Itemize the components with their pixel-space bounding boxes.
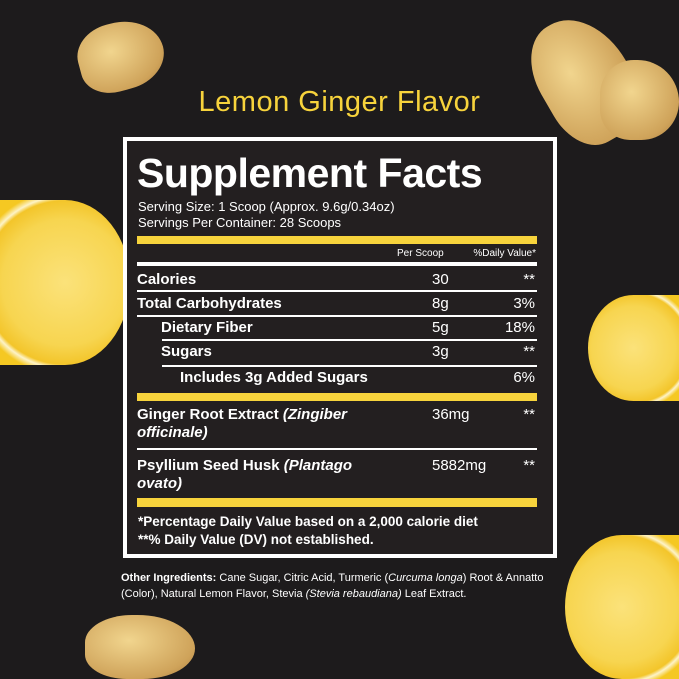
nutrient-row: Sugars 3g **	[161, 343, 535, 360]
footnote-not-established: **% Daily Value (DV) not established.	[138, 532, 374, 547]
col-amount-header: Per Scoop	[397, 248, 444, 259]
footnote-dv: *Percentage Daily Value based on a 2,000…	[138, 514, 478, 529]
nutrient-row: Calories 30 **	[137, 271, 535, 288]
divider-bar	[137, 236, 537, 244]
lemon-slice-image	[588, 295, 679, 401]
flavor-title: Lemon Ginger Flavor	[198, 86, 481, 118]
divider	[162, 365, 537, 367]
servings-per-container: Servings Per Container: 28 Scoops	[138, 215, 342, 230]
lemon-slice-image	[0, 200, 130, 365]
divider	[137, 290, 537, 292]
lemon-wedge-image	[565, 535, 679, 679]
divider-bar	[137, 393, 537, 401]
ginger-root-image	[600, 60, 679, 140]
divider	[137, 262, 537, 266]
nutrient-row: Includes 3g Added Sugars 6%	[180, 369, 535, 386]
other-ingredients: Other Ingredients: Cane Sugar, Citric Ac…	[121, 572, 544, 600]
col-dv-header: %Daily Value*	[473, 248, 536, 259]
serving-size: Serving Size: 1 Scoop (Approx. 9.6g/0.34…	[138, 199, 395, 214]
nutrient-row: Dietary Fiber 5g 18%	[161, 319, 535, 336]
ingredient-row: Psyllium Seed Husk (Plantago ovato) 5882m…	[137, 457, 535, 492]
divider	[137, 448, 537, 450]
ginger-piece-image	[85, 615, 195, 679]
divider-bar	[137, 498, 537, 507]
divider	[162, 339, 537, 341]
supplement-facts-panel	[123, 137, 557, 558]
divider	[137, 315, 537, 317]
nutrient-row: Total Carbohydrates 8g 3%	[137, 295, 535, 312]
label-title: Supplement Facts	[137, 150, 483, 196]
ingredient-row: Ginger Root Extract (Zingiber officinale…	[137, 406, 535, 441]
